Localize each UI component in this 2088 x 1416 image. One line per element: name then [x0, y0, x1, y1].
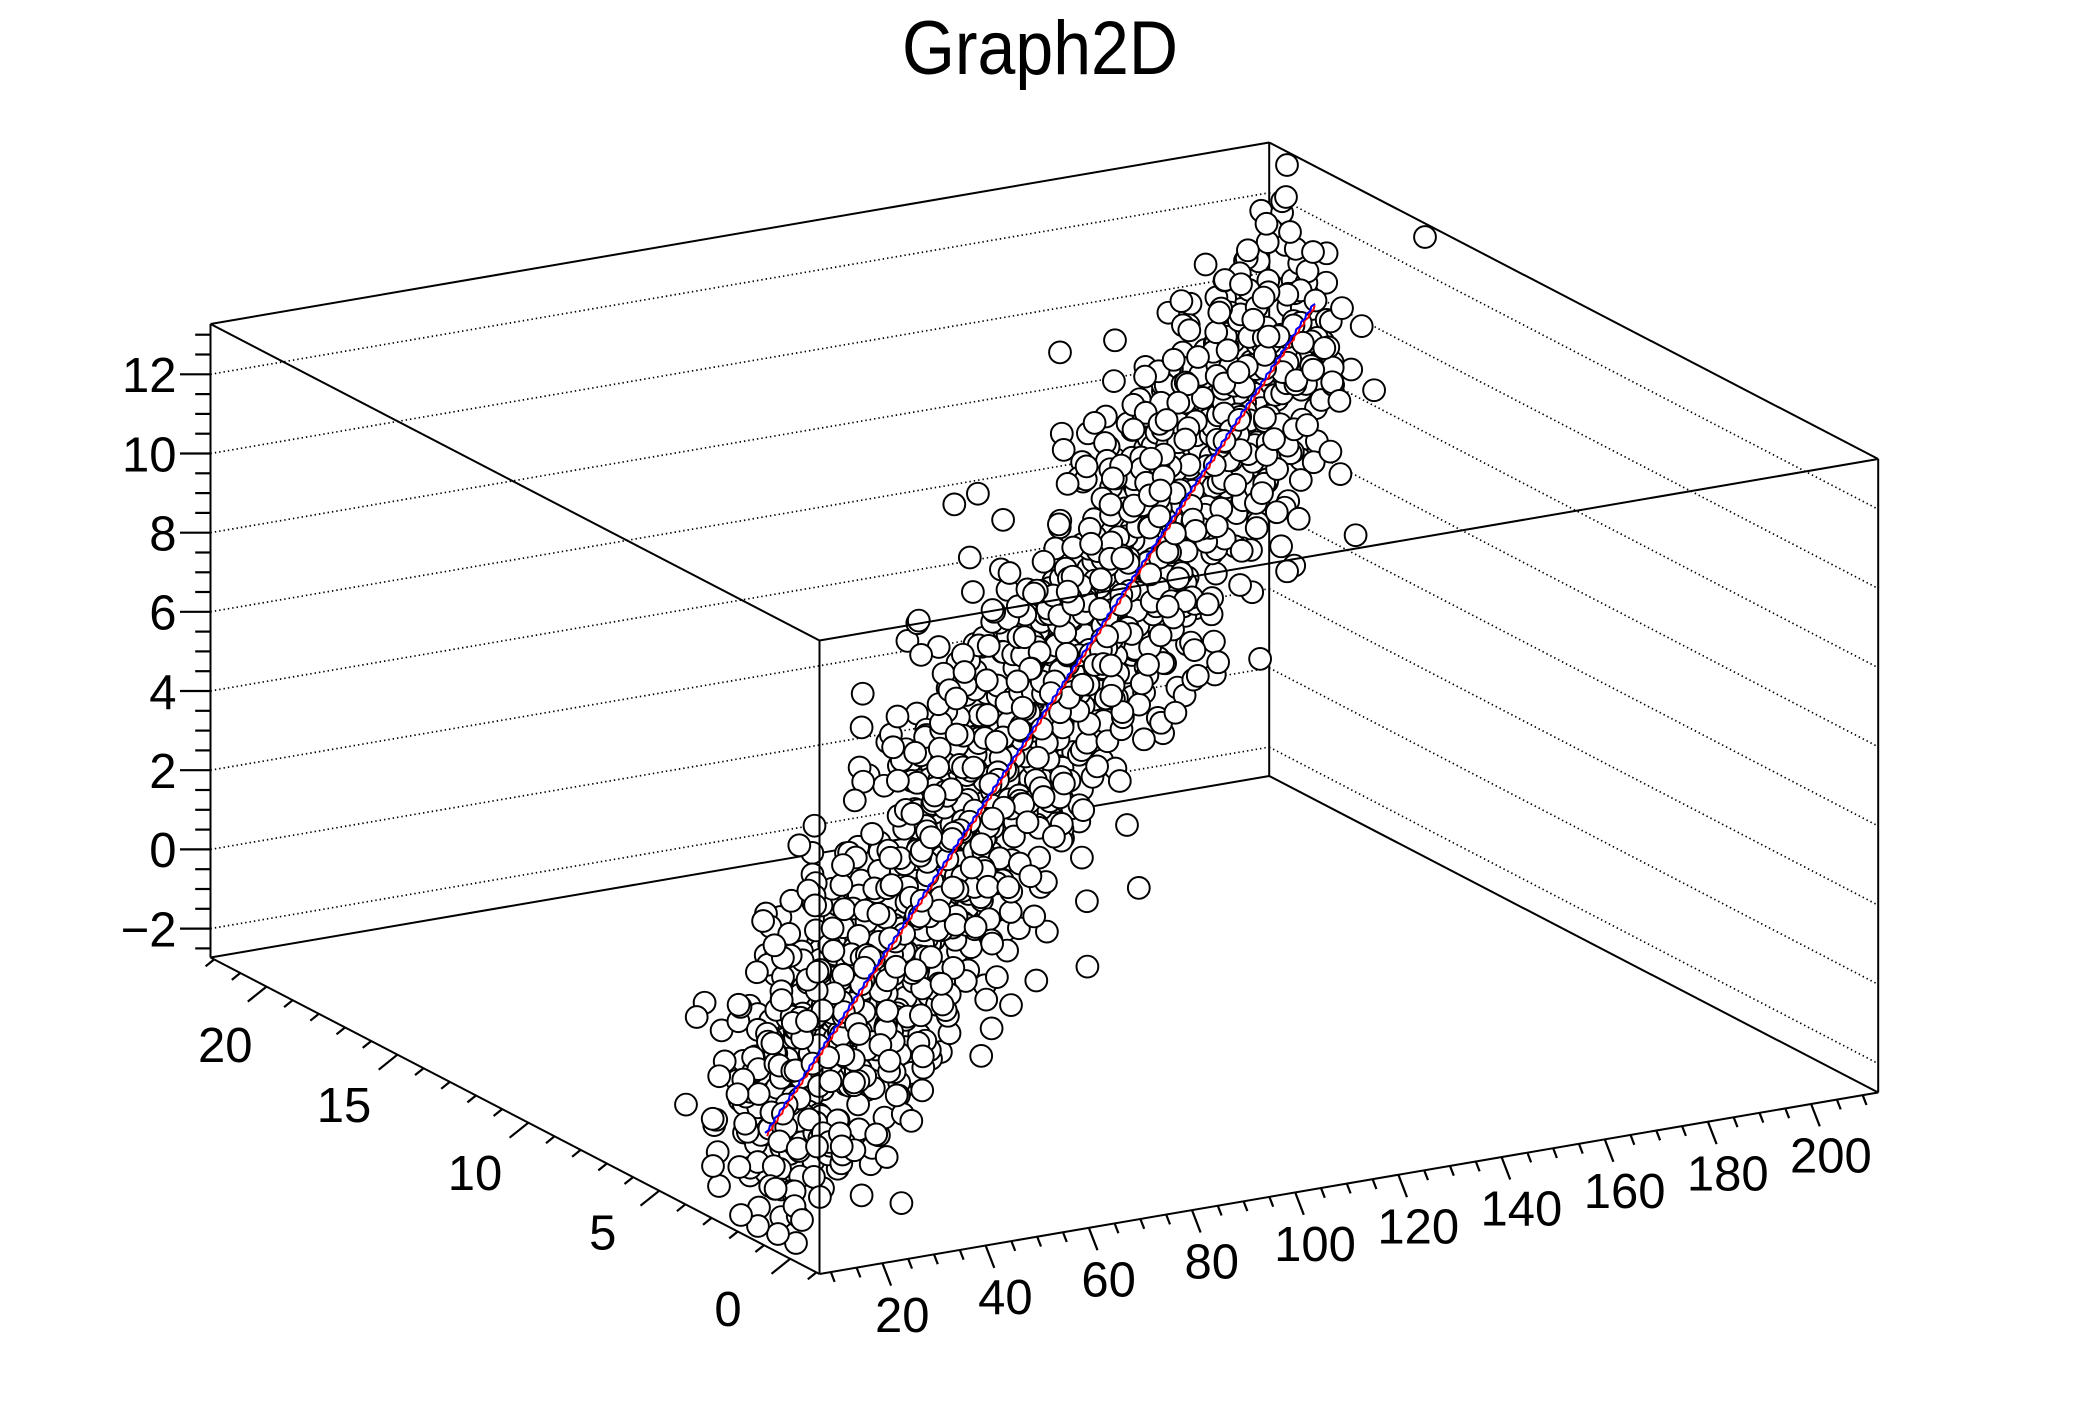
svg-text:0: 0 [714, 1283, 741, 1337]
svg-text:6: 6 [149, 587, 176, 641]
svg-text:20: 20 [198, 1019, 253, 1073]
svg-text:10: 10 [448, 1147, 503, 1201]
svg-text:140: 140 [1481, 1183, 1563, 1237]
svg-text:2: 2 [149, 745, 176, 799]
svg-text:15: 15 [317, 1079, 372, 1133]
svg-text:4: 4 [149, 666, 176, 720]
svg-text:80: 80 [1185, 1236, 1240, 1290]
svg-text:5: 5 [589, 1207, 616, 1261]
svg-text:10: 10 [122, 428, 177, 482]
svg-text:100: 100 [1274, 1218, 1356, 1272]
svg-text:120: 120 [1377, 1200, 1459, 1254]
svg-text:180: 180 [1687, 1147, 1769, 1201]
svg-text:Graph2D: Graph2D [902, 6, 1178, 91]
svg-text:20: 20 [875, 1289, 930, 1343]
svg-text:0: 0 [149, 824, 176, 878]
svg-text:8: 8 [149, 508, 176, 562]
svg-text:40: 40 [978, 1271, 1033, 1325]
svg-text:200: 200 [1790, 1130, 1872, 1184]
svg-text:12: 12 [122, 349, 177, 403]
svg-text:60: 60 [1081, 1253, 1136, 1307]
svg-text:−2: −2 [121, 903, 177, 957]
svg-text:160: 160 [1584, 1165, 1666, 1219]
